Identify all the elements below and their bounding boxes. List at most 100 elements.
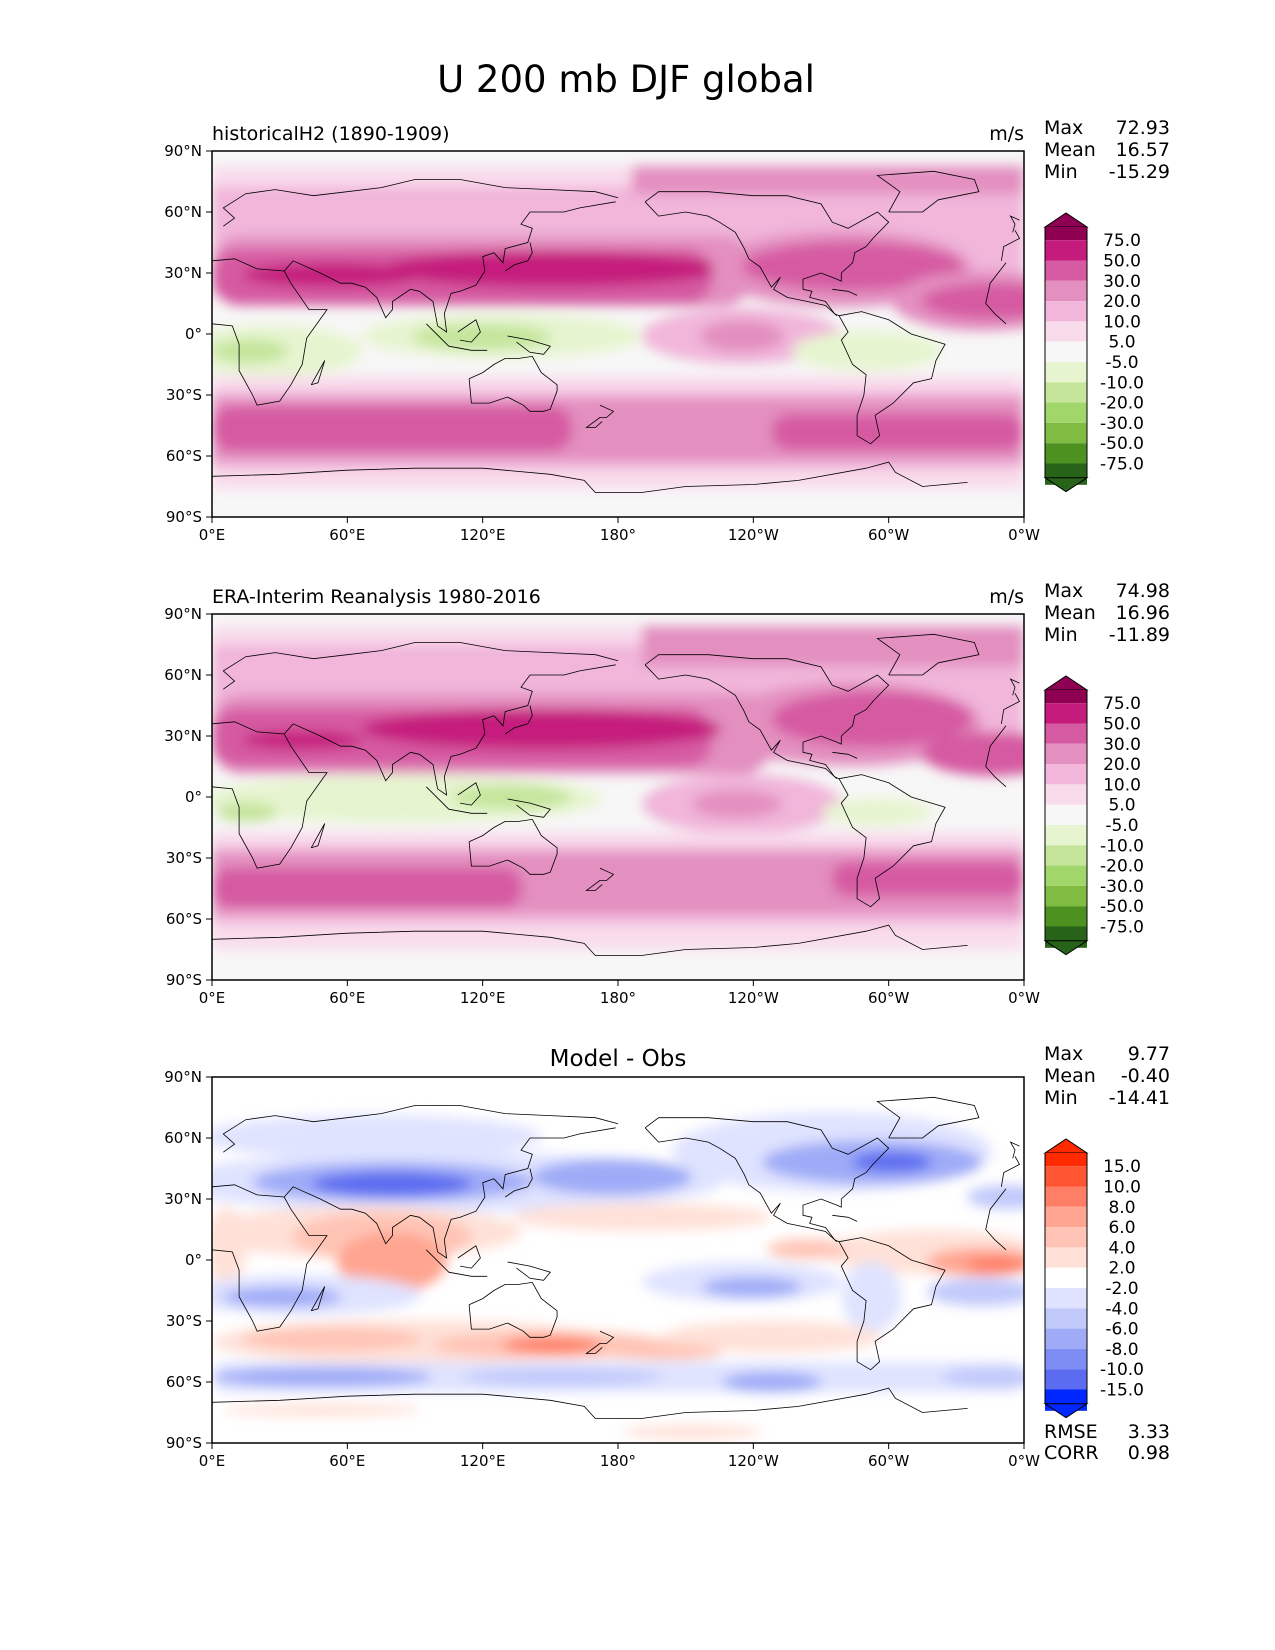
coastlines [212,170,1021,493]
colorbar-tick-label: 10.0 [1103,775,1141,795]
coastline-5 [585,404,615,428]
y-tick-label: 30°S [166,386,202,404]
coastline-2 [283,664,616,796]
y-tick-label: 90°S [166,1434,202,1452]
x-tick-label: 0°E [199,989,226,1007]
stat-label-max: Max [1044,117,1083,139]
stat-label-min: Min [1044,1087,1078,1109]
y-tick-label: 30°S [166,1312,202,1330]
extra-stat-value-rmse: 3.33 [1128,1421,1170,1443]
colorbar-tick-label: -10.0 [1100,836,1144,856]
extra-stat-label-corr: CORR [1044,1442,1099,1464]
contour-field [212,166,1024,489]
colorbar-tick-label: -6.0 [1105,1320,1138,1340]
stat-label-mean: Mean [1044,139,1096,161]
colorbar-swatch [1045,422,1087,444]
x-tick-label: 180° [600,1452,636,1470]
contour-field [212,1112,1024,1439]
stats-box: Max 9.77 Mean -0.40 Min -14.41 [1044,1043,1170,1109]
colorbar-tick-label: 10.0 [1103,1177,1141,1197]
coastline-1 [222,1105,1021,1187]
colorbar-swatch [1045,885,1087,907]
colorbar-tick-label: 2.0 [1108,1259,1135,1279]
coastline-8 [507,335,551,355]
colorbar-extend-bottom [1043,1403,1089,1419]
colorbar-swatch [1045,240,1087,261]
x-tick-label: 60°E [329,1452,365,1470]
colorbar-tick-label: -5.0 [1105,353,1138,373]
coastline-9 [644,1117,890,1243]
stat-label-min: Min [1044,624,1078,646]
colorbar-tick-label: 75.0 [1103,694,1141,714]
colorbar-tick-label: -5.0 [1105,816,1138,836]
x-tick-label: 60°W [868,526,910,544]
panel-title: historicalH2 (1890-1909) [212,123,450,145]
colorbar-tick-label: -8.0 [1105,1340,1138,1360]
y-axis: 90°N 60°N 30°N 0° 30°S 60°S 90°S [164,1068,212,1452]
stat-value-max: 72.93 [1116,117,1170,139]
map-plot-area [212,151,1024,517]
coastline-13 [212,1387,968,1419]
extra-stat-value-corr: 0.98 [1128,1442,1170,1464]
colorbar-tick-label: -10.0 [1100,1360,1144,1380]
coastline-8 [507,798,551,818]
coastline-12 [838,1237,946,1371]
coastline-6 [426,1249,488,1277]
coastline-7 [457,319,481,343]
x-tick-label: 180° [600,989,636,1007]
coastline-10 [644,664,838,779]
coastline-12 [838,311,946,445]
colorbar-outline [1044,227,1088,478]
colorbar-tick-label: -50.0 [1100,434,1144,454]
colorbar-swatch [1045,1267,1087,1288]
coastline-11 [876,170,980,213]
contour-field [212,626,1024,950]
colorbar-tick-label: 30.0 [1103,735,1141,755]
coastline-2 [283,1127,616,1259]
colorbar-swatch [1045,845,1087,866]
colorbar-tick-label: -10.0 [1100,373,1144,393]
coastline-4 [468,818,558,875]
x-axis: 0°E 60°E 120°E 180° 120°W 60°W 0°W [199,517,1040,544]
coastline-15 [1009,678,1020,696]
colorbar-tick-label: 20.0 [1103,755,1141,775]
panel-title: Model - Obs [550,1046,687,1072]
coastline-9 [644,654,890,780]
y-tick-label: 30°N [164,264,202,282]
colorbar-swatch [1045,865,1087,886]
x-tick-label: 0°E [199,1452,226,1470]
colorbar-extend-bottom [1043,940,1089,956]
panel-historical: historicalH2 (1890-1909) m/s [164,117,1170,544]
stat-value-mean: -0.40 [1121,1065,1170,1087]
x-axis: 0°E 60°E 120°E 180° 120°W 60°W 0°W [199,980,1040,1007]
y-tick-label: 0° [185,325,202,343]
coastline-5 [585,867,615,891]
y-tick-label: 60°S [166,447,202,465]
x-tick-label: 60°E [329,526,365,544]
colorbar-swatch [1045,804,1087,825]
coastline-4 [468,1281,558,1338]
colorbar-tick-label: -20.0 [1100,857,1144,877]
stat-label-max: Max [1044,580,1083,602]
colorbar-swatch [1045,227,1087,241]
colorbar-tick-label: -20.0 [1100,394,1144,414]
colorbar-swatch [1045,361,1087,383]
y-tick-label: 90°N [164,1068,202,1086]
colorbar-swatch [1045,321,1087,342]
x-tick-label: 120°E [460,526,506,544]
coastline-0 [212,1184,1007,1332]
colorbar-tick-label: -4.0 [1105,1299,1138,1319]
y-tick-label: 60°S [166,1373,202,1391]
colorbar-swatch [1045,301,1087,322]
colorbar-outline [1044,1153,1088,1404]
x-tick-label: 60°E [329,989,365,1007]
stat-value-min: -14.41 [1109,1087,1170,1109]
coastline-3 [504,1168,533,1198]
y-tick-label: 60°S [166,910,202,928]
colorbar-extend-top [1043,212,1089,228]
y-tick-label: 60°N [164,1129,202,1147]
x-tick-label: 0°W [1008,1452,1040,1470]
colorbar-tick-label: 50.0 [1103,714,1141,734]
colorbar-swatch [1045,690,1087,704]
